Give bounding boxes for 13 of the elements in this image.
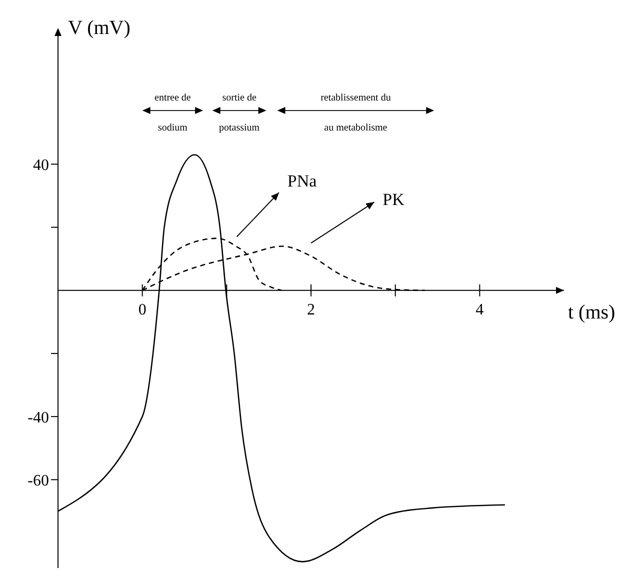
text: entree de sodium [154,92,191,134]
legend-label: PK [382,190,406,210]
y-tick-label: -60 [28,472,49,490]
text: PNa [287,171,318,190]
x-tick-label: 0 [138,301,146,318]
x-axis-title: t (ms) [568,301,616,324]
text: retablissement du au metabolisme [320,92,391,134]
x-tick-label: 2 [307,301,315,318]
y-tick-label: -40 [28,409,49,426]
y-tick-label: 40 [33,156,49,174]
x-tick-label: 4 [476,301,484,318]
y-axis-title: V (mV) [68,17,130,39]
text: sortie de potassium [219,92,260,134]
